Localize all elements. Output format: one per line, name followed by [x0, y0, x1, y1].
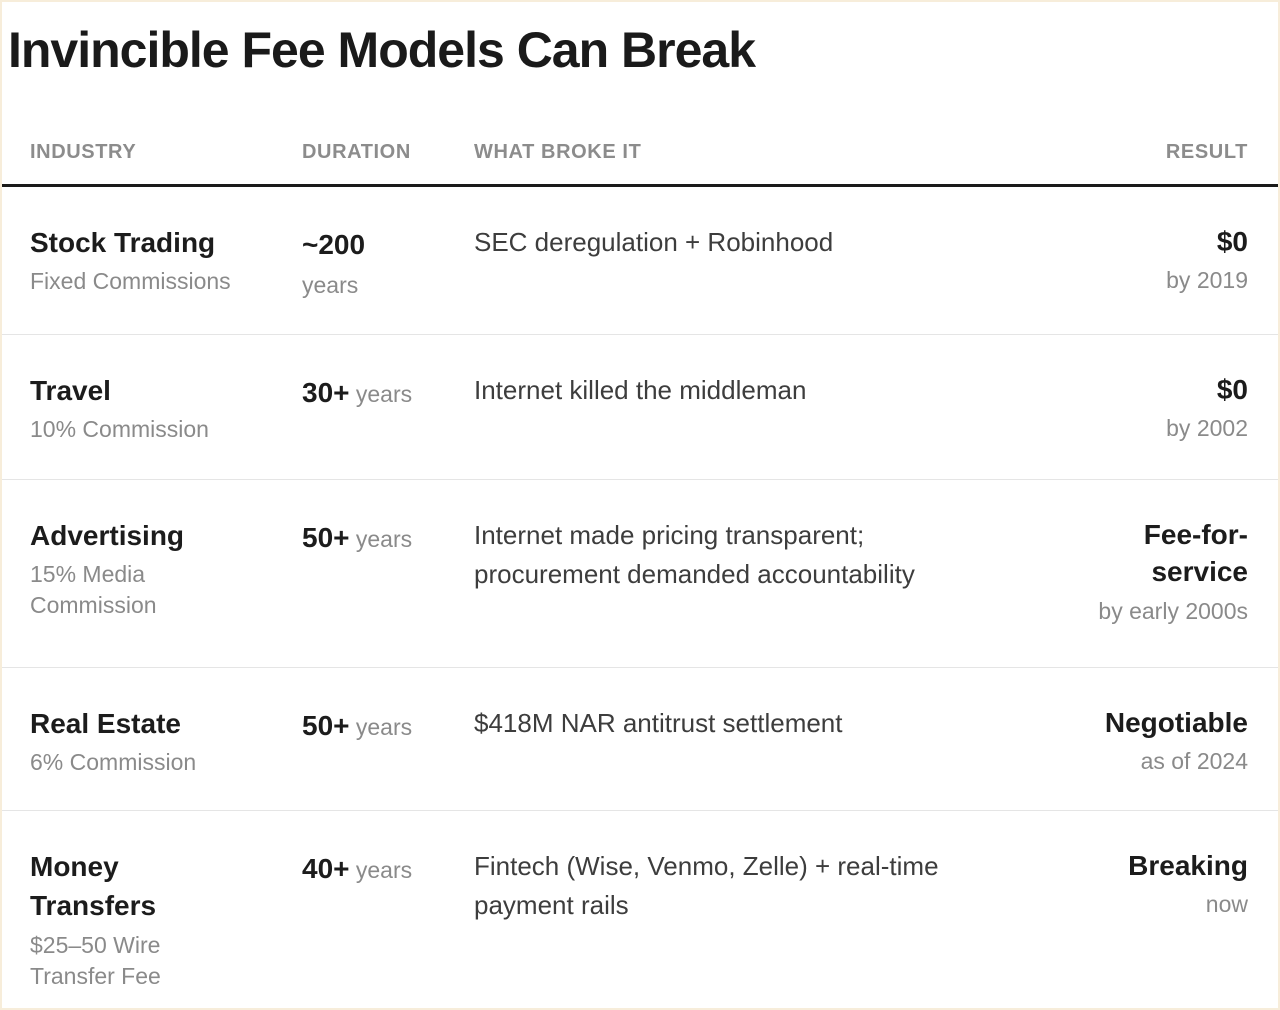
duration-unit: years [355, 713, 413, 740]
table-body: Stock Trading Fixed Commissions ~200 yea… [2, 187, 1278, 993]
result-detail: as of 2024 [1140, 748, 1248, 775]
duration-cell: 50+ years [302, 704, 424, 810]
result-cell: $0 by 2002 [1009, 371, 1248, 479]
table-row: Travel 10% Commission 30+ years Internet… [2, 333, 1278, 479]
what-broke-it-text: Internet killed the middleman [474, 374, 807, 405]
result-value: Fee-for-service [1143, 518, 1248, 588]
page-title: Invincible Fee Models Can Break [8, 22, 756, 78]
duration-unit: years [302, 272, 359, 299]
industry-name: Advertising [30, 519, 185, 551]
table-row: Money Transfers $25–50 Wire Transfer Fee… [2, 809, 1278, 993]
industry-detail: 6% Commission [30, 749, 197, 776]
table-row: Stock Trading Fixed Commissions ~200 yea… [2, 187, 1278, 334]
result-cell: Fee-for-service by early 2000s [1009, 516, 1248, 667]
industry-cell: Real Estate 6% Commission [30, 704, 302, 810]
result-value: Breaking [1128, 849, 1248, 881]
industry-name: Real Estate [30, 707, 181, 739]
what-broke-it-text: SEC deregulation + Robinhood [474, 226, 834, 257]
duration-unit: years [355, 856, 413, 883]
industry-detail: 10% Commission [30, 416, 209, 443]
industry-name: Stock Trading [30, 226, 216, 258]
result-detail: now [1205, 891, 1248, 918]
industry-name: Money Transfers [30, 850, 157, 922]
duration-cell: ~200 years [302, 223, 424, 334]
result-value: Negotiable [1104, 706, 1248, 738]
duration-value: ~200 [302, 228, 366, 260]
industry-cell: Money Transfers $25–50 Wire Transfer Fee [30, 847, 302, 993]
result-detail: by early 2000s [1098, 598, 1248, 625]
table-header: INDUSTRY DURATION WHAT BROKE IT RESULT [2, 140, 1278, 187]
duration-unit: years [355, 380, 413, 407]
result-value: $0 [1216, 225, 1248, 257]
duration-cell: 30+ years [302, 371, 424, 479]
result-cell: Negotiable as of 2024 [1009, 704, 1248, 810]
column-header-duration: DURATION [302, 140, 411, 163]
duration-value: 30+ [302, 376, 350, 408]
duration-cell: 50+ years [302, 516, 424, 667]
industry-cell: Advertising 15% Media Commission [30, 516, 302, 667]
result-detail: by 2002 [1166, 415, 1248, 442]
industry-name: Travel [30, 374, 111, 406]
duration-cell: 40+ years [302, 847, 424, 993]
what-broke-it-text: Fintech (Wise, Venmo, Zelle) + real-time… [474, 850, 939, 920]
industry-detail: Fixed Commissions [30, 268, 231, 295]
industry-cell: Travel 10% Commission [30, 371, 302, 479]
what-broke-it-text: Internet made pricing transparent; procu… [474, 519, 915, 589]
duration-value: 50+ [302, 521, 350, 553]
result-value: $0 [1216, 373, 1248, 405]
industry-detail: 15% Media Commission [30, 561, 157, 619]
table-row: Advertising 15% Media Commission 50+ yea… [2, 478, 1278, 667]
result-cell: $0 by 2019 [1009, 223, 1248, 334]
table-row: Real Estate 6% Commission 50+ years $418… [2, 666, 1278, 810]
column-header-industry: INDUSTRY [30, 140, 137, 163]
industry-detail: $25–50 Wire Transfer Fee [30, 932, 161, 990]
industry-cell: Stock Trading Fixed Commissions [30, 223, 302, 334]
duration-value: 50+ [302, 709, 350, 741]
duration-unit: years [355, 525, 413, 552]
result-cell: Breaking now [1009, 847, 1248, 993]
duration-value: 40+ [302, 852, 350, 884]
column-header-what-broke-it: WHAT BROKE IT [474, 140, 642, 163]
result-detail: by 2019 [1166, 267, 1248, 294]
column-header-result: RESULT [1165, 140, 1248, 163]
what-broke-it-text: $418M NAR antitrust settlement [474, 707, 843, 738]
